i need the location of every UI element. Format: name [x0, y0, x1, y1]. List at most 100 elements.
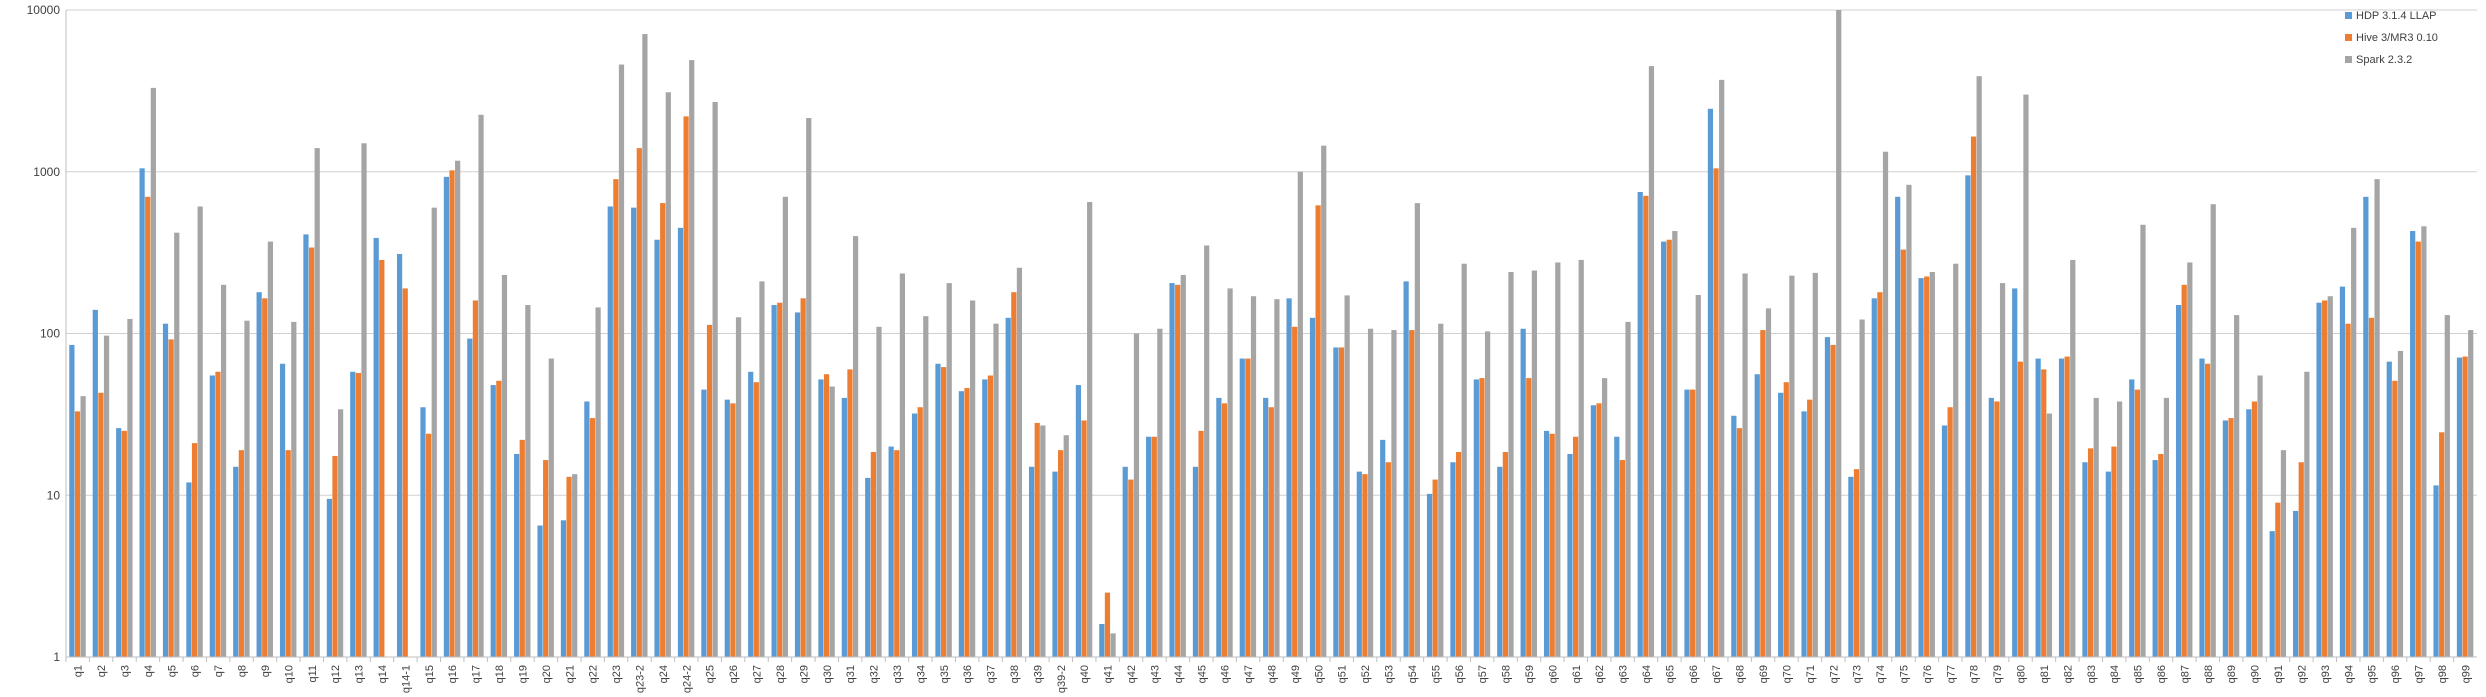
bar	[1198, 430, 1204, 657]
x-tick-label: q81	[2039, 665, 2051, 683]
x-tick-label: q42	[1126, 665, 1138, 683]
x-tick-label: q82	[2062, 665, 2074, 683]
bar	[1555, 262, 1561, 657]
bar	[139, 168, 145, 657]
x-tick-label: q23-2	[634, 665, 646, 693]
bar	[1028, 466, 1035, 657]
bar	[1450, 462, 1456, 657]
bar	[2421, 226, 2427, 657]
bar	[2035, 358, 2041, 657]
bar	[449, 170, 455, 657]
bar	[291, 321, 297, 657]
x-tick-label: q67	[1711, 665, 1723, 683]
legend: HDP 3.1.4 LLAP Hive 3/MR3 0.10 Spark 2.3.2	[2345, 10, 2438, 66]
bar	[631, 207, 637, 657]
legend-label: HDP 3.1.4 LLAP	[2356, 10, 2437, 22]
x-tick-label: q39-2	[1056, 665, 1068, 693]
x-tick-label: q33	[892, 665, 904, 683]
bar	[1455, 452, 1462, 657]
bar	[490, 385, 496, 657]
bar	[1315, 205, 1321, 658]
bar	[706, 324, 713, 657]
bar	[1409, 330, 1415, 657]
bar	[935, 363, 941, 657]
bar	[2023, 94, 2029, 658]
bar	[560, 520, 567, 657]
x-tick-label: q51	[1337, 665, 1349, 683]
bar	[2339, 286, 2346, 657]
bar	[1245, 358, 1251, 657]
x-tick-label: q38	[1009, 665, 1021, 683]
bar	[168, 339, 174, 657]
x-tick-label: q58	[1501, 665, 1513, 683]
bar	[2410, 231, 2416, 657]
bar	[537, 525, 543, 657]
bar	[1362, 474, 1368, 657]
bar	[1970, 136, 1977, 658]
bar	[2175, 305, 2182, 657]
bar	[2087, 448, 2094, 657]
legend-label: Hive 3/MR3 0.10	[2356, 32, 2438, 44]
y-tick-label: 1000	[33, 165, 60, 179]
bar	[420, 407, 426, 657]
bar	[1882, 151, 1889, 658]
bar	[285, 450, 291, 657]
bar	[1614, 436, 1620, 657]
bar	[1619, 460, 1626, 657]
bar	[1895, 196, 1901, 657]
bar	[2082, 462, 2088, 657]
bar	[455, 160, 461, 657]
bar	[1947, 407, 1953, 657]
x-tick-label: q26	[728, 665, 740, 683]
x-tick-label: q19	[517, 665, 529, 683]
x-tick-label: q39	[1032, 665, 1044, 683]
bar	[233, 466, 239, 657]
bar	[396, 254, 403, 657]
bar	[1900, 249, 1906, 657]
bar	[1081, 420, 1087, 657]
x-tick-label: q6	[190, 665, 202, 677]
bar	[1367, 328, 1374, 657]
x-tick-label: q45	[1196, 665, 1208, 683]
x-tick-label: q92	[2296, 665, 2308, 683]
x-tick-label: q78	[1969, 665, 1981, 683]
bar	[1848, 476, 1854, 657]
bar	[1789, 275, 1795, 657]
bar	[1988, 397, 1994, 657]
bar	[2269, 531, 2275, 657]
x-tick-label: q27	[752, 665, 764, 683]
bar	[712, 101, 718, 657]
bar	[1853, 469, 1860, 657]
bar	[1380, 439, 1386, 657]
x-tick-label: q7	[213, 665, 225, 677]
bar	[1204, 245, 1210, 657]
bar	[1157, 328, 1163, 657]
bar	[215, 371, 221, 657]
bar	[2140, 224, 2146, 657]
x-tick-label: q15	[424, 665, 436, 683]
bar	[1497, 466, 1503, 657]
bar	[1479, 378, 1485, 657]
bar	[1567, 453, 1573, 657]
bar	[332, 455, 338, 657]
bar	[1250, 296, 1257, 657]
bar	[2322, 300, 2328, 657]
bar	[730, 403, 736, 657]
bar	[1391, 330, 1397, 657]
bar	[1502, 452, 1508, 657]
bar	[1690, 389, 1696, 657]
bar	[2433, 485, 2439, 657]
bar	[238, 450, 244, 657]
bar	[1859, 319, 1865, 657]
bar	[958, 391, 964, 657]
x-tick-label: q41	[1103, 665, 1115, 683]
bar	[818, 379, 824, 657]
bar	[303, 234, 309, 658]
bar	[2439, 432, 2445, 657]
bar	[426, 433, 432, 657]
bar	[2234, 315, 2240, 657]
bar	[519, 439, 525, 657]
x-tick-label: q66	[1688, 665, 1700, 683]
bar	[174, 232, 180, 657]
bar	[946, 283, 952, 657]
